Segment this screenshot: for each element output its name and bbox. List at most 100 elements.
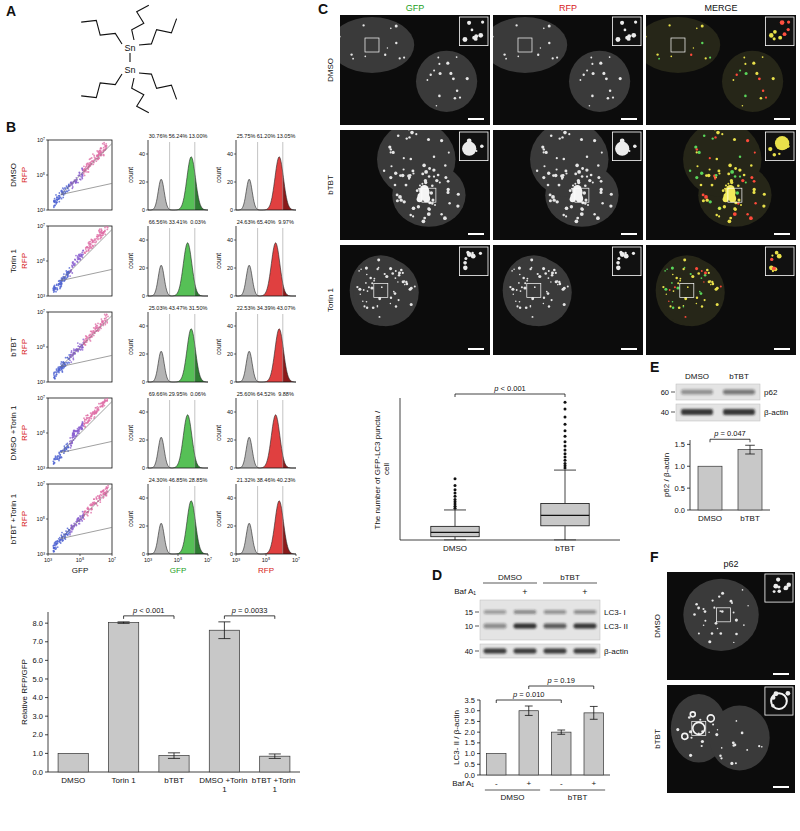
gate-percentage: 28.85%	[189, 477, 208, 483]
puncta	[398, 299, 400, 301]
histogram-area	[283, 455, 296, 468]
inset-puncta	[787, 28, 790, 31]
histogram-area	[148, 437, 170, 468]
puncta	[702, 193, 705, 196]
puncta	[562, 214, 564, 216]
puncta	[439, 72, 442, 75]
puncta	[593, 213, 595, 215]
puncta	[760, 97, 763, 100]
event-dot	[95, 407, 97, 409]
event-dot	[81, 167, 83, 169]
event-dot	[72, 186, 74, 188]
puncta	[741, 179, 744, 182]
event-dot	[105, 143, 107, 145]
puncta	[384, 54, 386, 56]
event-dot	[89, 248, 91, 250]
text-line: RFP	[20, 253, 29, 269]
event-dot	[93, 501, 95, 503]
event-dot	[64, 187, 66, 189]
puncta	[744, 95, 747, 98]
puncta	[395, 277, 397, 279]
event-dot	[92, 245, 94, 247]
puncta	[762, 56, 764, 58]
puncta	[601, 202, 603, 204]
text-line: count	[215, 167, 222, 183]
event-dot	[77, 342, 79, 344]
puncta	[427, 207, 430, 210]
puncta	[360, 268, 362, 270]
cell	[493, 17, 567, 73]
event-dot	[74, 430, 76, 432]
event-dot	[72, 437, 74, 439]
gate-percentage: 40.23%	[277, 477, 296, 483]
puncta	[412, 207, 415, 210]
aggregate	[726, 185, 735, 194]
histogram-area	[148, 265, 170, 296]
event-dot	[105, 145, 107, 147]
puncta	[572, 184, 574, 186]
event-dot	[70, 532, 72, 534]
y-tick-label: 20	[227, 265, 233, 271]
event-dot	[67, 191, 69, 193]
event-dot	[96, 411, 98, 413]
event-dot	[97, 330, 99, 332]
puncta	[440, 139, 443, 142]
event-dot	[96, 498, 98, 500]
puncta	[410, 158, 413, 161]
histogram-y-title: count	[215, 511, 222, 527]
puncta	[436, 105, 438, 107]
event-dot	[86, 336, 88, 338]
puncta	[738, 168, 741, 171]
text-line: count	[127, 511, 134, 527]
histogram-outline	[236, 157, 296, 210]
gate-line	[194, 486, 195, 554]
event-dot	[53, 458, 55, 460]
puncta	[581, 167, 584, 170]
event-dot	[88, 335, 90, 337]
event-dot	[70, 447, 72, 449]
event-dot	[72, 529, 74, 531]
puncta	[750, 176, 753, 179]
puncta	[743, 174, 746, 177]
gate-percentage: 13.00%	[189, 133, 208, 139]
event-dot	[99, 235, 101, 237]
event-dot	[81, 520, 83, 522]
gate-line	[282, 400, 283, 468]
histogram-outline	[148, 243, 208, 296]
puncta	[394, 184, 397, 187]
histogram-area	[283, 517, 296, 554]
event-dot	[56, 370, 58, 372]
event-dot	[71, 264, 73, 266]
scatter-frame	[48, 312, 112, 382]
event-dot	[53, 548, 55, 550]
event-dot	[95, 498, 97, 500]
puncta	[556, 56, 558, 58]
puncta	[542, 176, 545, 179]
event-dot	[98, 150, 100, 152]
event-dot	[93, 240, 95, 242]
event-dot	[105, 400, 107, 402]
puncta	[548, 25, 551, 28]
puncta	[750, 164, 753, 167]
event-dot	[56, 458, 58, 460]
puncta	[714, 130, 716, 131]
puncta	[714, 136, 716, 138]
event-dot	[88, 420, 90, 422]
gate-percentage: 24.63%	[237, 219, 256, 225]
histogram-area	[170, 415, 195, 468]
puncta	[536, 169, 538, 171]
event-dot	[83, 169, 85, 171]
puncta	[734, 175, 737, 178]
y-axis	[148, 226, 149, 296]
puncta	[432, 168, 435, 171]
puncta	[709, 200, 712, 203]
inset-puncta	[467, 139, 472, 144]
puncta	[588, 179, 591, 182]
event-dot	[86, 171, 88, 173]
aggregate	[420, 185, 429, 194]
y-axis	[148, 484, 149, 554]
puncta	[740, 204, 742, 206]
event-dot	[89, 241, 91, 243]
puncta	[419, 184, 421, 186]
gate-line	[61, 269, 112, 280]
